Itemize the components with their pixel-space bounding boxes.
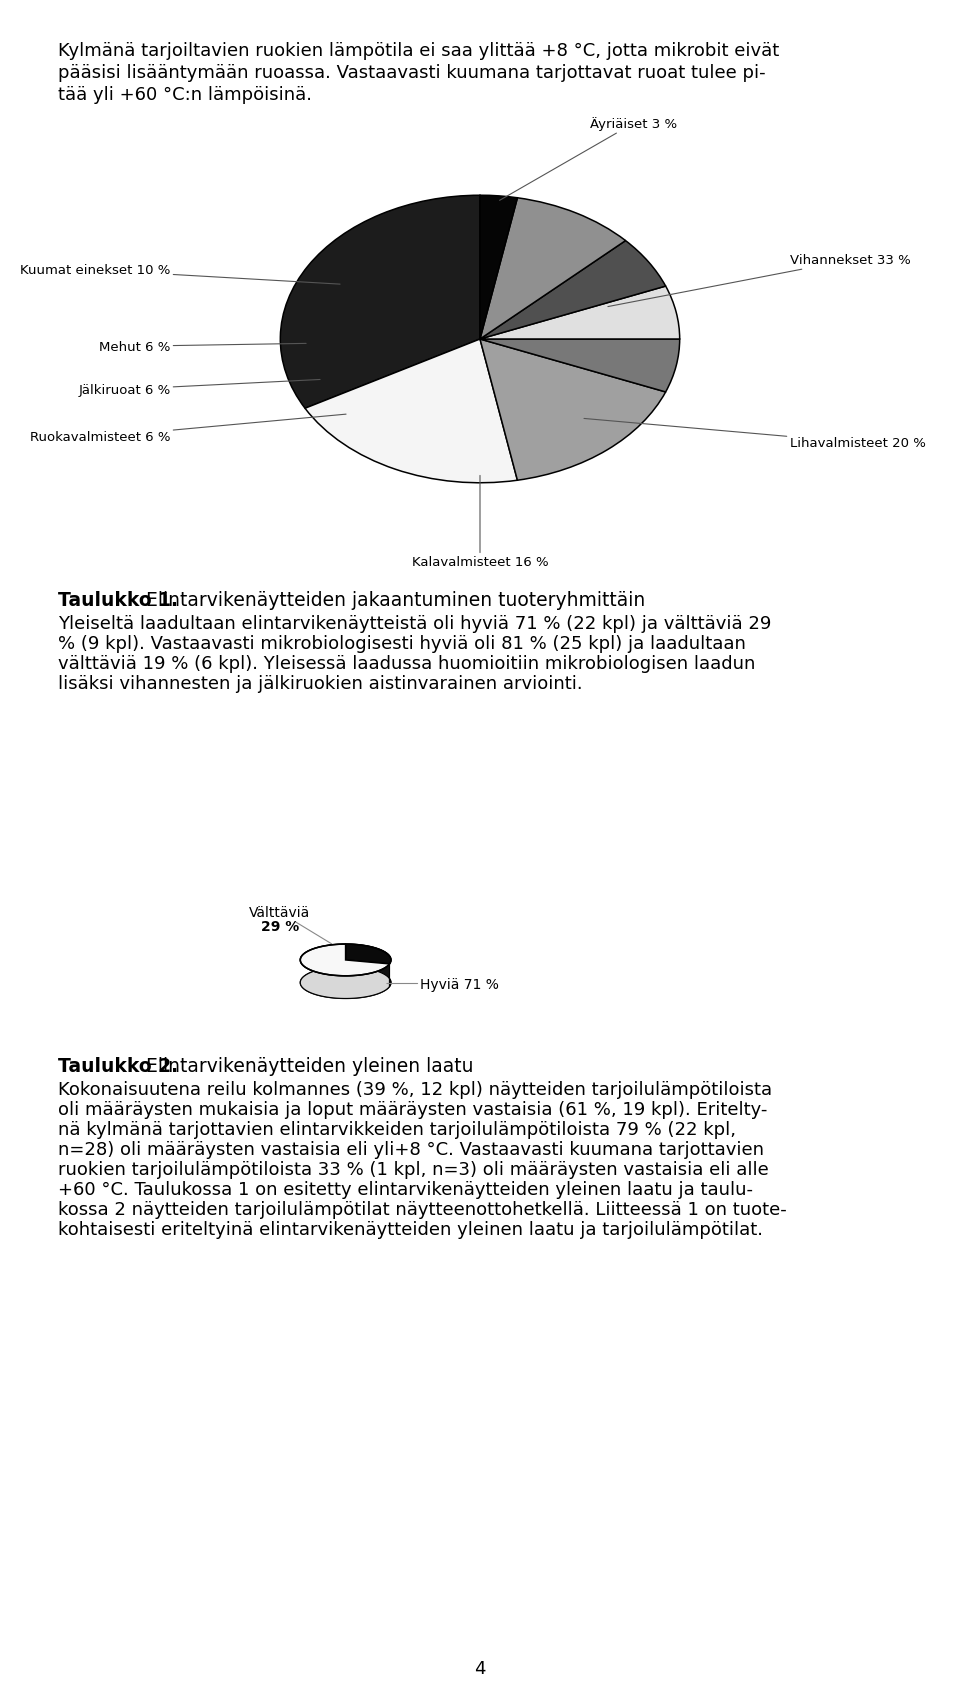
Text: kohtaisesti eriteltyinä elintarvikenäytteiden yleinen laatu ja tarjoilulämpötila: kohtaisesti eriteltyinä elintarvikenäytt… [58, 1219, 763, 1238]
Text: Taulukko 1.: Taulukko 1. [58, 590, 178, 609]
Text: välttäviä 19 % (6 kpl). Yleisessä laadussa huomioitiin mikrobiologisen laadun: välttäviä 19 % (6 kpl). Yleisessä laadus… [58, 655, 756, 672]
Wedge shape [480, 196, 517, 339]
Text: Jälkiruoat 6 %: Jälkiruoat 6 % [79, 380, 320, 397]
Text: Hyviä 71 %: Hyviä 71 % [387, 977, 499, 991]
Polygon shape [300, 945, 390, 999]
Text: Välttäviä: Välttäviä [250, 905, 332, 945]
Polygon shape [346, 945, 391, 965]
Text: % (9 kpl). Vastaavasti mikrobiologisesti hyviä oli 81 % (25 kpl) ja laadultaan: % (9 kpl). Vastaavasti mikrobiologisesti… [58, 634, 746, 653]
Text: Ruokavalmisteet 6 %: Ruokavalmisteet 6 % [30, 414, 346, 443]
Text: 29 %: 29 % [261, 919, 299, 933]
Text: Kalavalmisteet 16 %: Kalavalmisteet 16 % [412, 476, 548, 569]
Text: Vihannekset 33 %: Vihannekset 33 % [608, 254, 910, 307]
Wedge shape [480, 199, 626, 339]
Polygon shape [346, 945, 391, 987]
Text: Äyriäiset 3 %: Äyriäiset 3 % [499, 118, 677, 201]
Text: kossa 2 näytteiden tarjoilulämpötilat näytteenottohetkellä. Liitteessä 1 on tuot: kossa 2 näytteiden tarjoilulämpötilat nä… [58, 1200, 787, 1217]
Text: tää yli +60 °C:n lämpöisinä.: tää yli +60 °C:n lämpöisinä. [58, 85, 312, 104]
Text: pääsisi lisääntymään ruoassa. Vastaavasti kuumana tarjottavat ruoat tulee pi-: pääsisi lisääntymään ruoassa. Vastaavast… [58, 65, 766, 82]
Text: ruokien tarjoilulämpötiloista 33 % (1 kpl, n=3) oli määräysten vastaisia eli all: ruokien tarjoilulämpötiloista 33 % (1 kp… [58, 1159, 769, 1178]
Wedge shape [480, 339, 680, 392]
Text: Kuumat einekset 10 %: Kuumat einekset 10 % [20, 264, 340, 285]
Text: Yleiseltä laadultaan elintarvikenäytteistä oli hyviä 71 % (22 kpl) ja välttäviä : Yleiseltä laadultaan elintarvikenäytteis… [58, 614, 772, 633]
Polygon shape [300, 945, 390, 977]
Text: oli määräysten mukaisia ja loput määräysten vastaisia (61 %, 19 kpl). Eritelty-: oli määräysten mukaisia ja loput määräys… [58, 1100, 767, 1118]
Wedge shape [280, 196, 480, 409]
Wedge shape [480, 286, 680, 339]
Text: Mehut 6 %: Mehut 6 % [99, 341, 306, 353]
Text: Taulukko 2.: Taulukko 2. [58, 1055, 179, 1074]
Text: Lihavalmisteet 20 %: Lihavalmisteet 20 % [584, 419, 925, 450]
Text: nä kylmänä tarjottavien elintarvikkeiden tarjoilulämpötiloista 79 % (22 kpl,: nä kylmänä tarjottavien elintarvikkeiden… [58, 1120, 736, 1137]
Wedge shape [480, 339, 665, 481]
Wedge shape [480, 242, 665, 339]
Wedge shape [305, 339, 517, 484]
Text: Elintarvikenäytteiden jakaantuminen tuoteryhmittäin: Elintarvikenäytteiden jakaantuminen tuot… [140, 590, 645, 609]
Text: +60 °C. Taulukossa 1 on esitetty elintarvikenäytteiden yleinen laatu ja taulu-: +60 °C. Taulukossa 1 on esitetty elintar… [58, 1180, 753, 1199]
Text: Kokonaisuutena reilu kolmannes (39 %, 12 kpl) näytteiden tarjoilulämpötiloista: Kokonaisuutena reilu kolmannes (39 %, 12… [58, 1079, 772, 1098]
Text: n=28) oli määräysten vastaisia eli yli+8 °C. Vastaavasti kuumana tarjottavien: n=28) oli määräysten vastaisia eli yli+8… [58, 1141, 764, 1158]
Text: Elintarvikenäytteiden yleinen laatu: Elintarvikenäytteiden yleinen laatu [140, 1055, 473, 1074]
Polygon shape [300, 967, 391, 999]
Text: 4: 4 [474, 1659, 486, 1678]
Text: lisäksi vihannesten ja jälkiruokien aistinvarainen arviointi.: lisäksi vihannesten ja jälkiruokien aist… [58, 675, 583, 692]
Text: Kylmänä tarjoiltavien ruokien lämpötila ei saa ylittää +8 °C, jotta mikrobit eiv: Kylmänä tarjoiltavien ruokien lämpötila … [58, 43, 780, 60]
